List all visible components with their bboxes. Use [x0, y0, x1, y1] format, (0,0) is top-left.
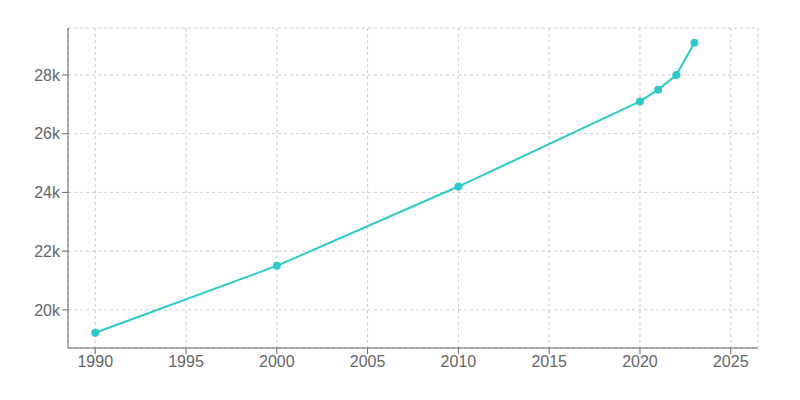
svg-text:2015: 2015	[531, 353, 567, 370]
svg-text:2025: 2025	[713, 353, 749, 370]
svg-text:2020: 2020	[622, 353, 658, 370]
svg-text:2005: 2005	[350, 353, 386, 370]
svg-text:28k: 28k	[34, 67, 61, 84]
svg-text:22k: 22k	[34, 243, 61, 260]
svg-text:24k: 24k	[34, 184, 61, 201]
svg-text:26k: 26k	[34, 125, 61, 142]
svg-text:1990: 1990	[77, 353, 113, 370]
svg-text:1995: 1995	[168, 353, 204, 370]
svg-text:2010: 2010	[441, 353, 477, 370]
svg-text:2000: 2000	[259, 353, 295, 370]
svg-text:20k: 20k	[34, 302, 61, 319]
